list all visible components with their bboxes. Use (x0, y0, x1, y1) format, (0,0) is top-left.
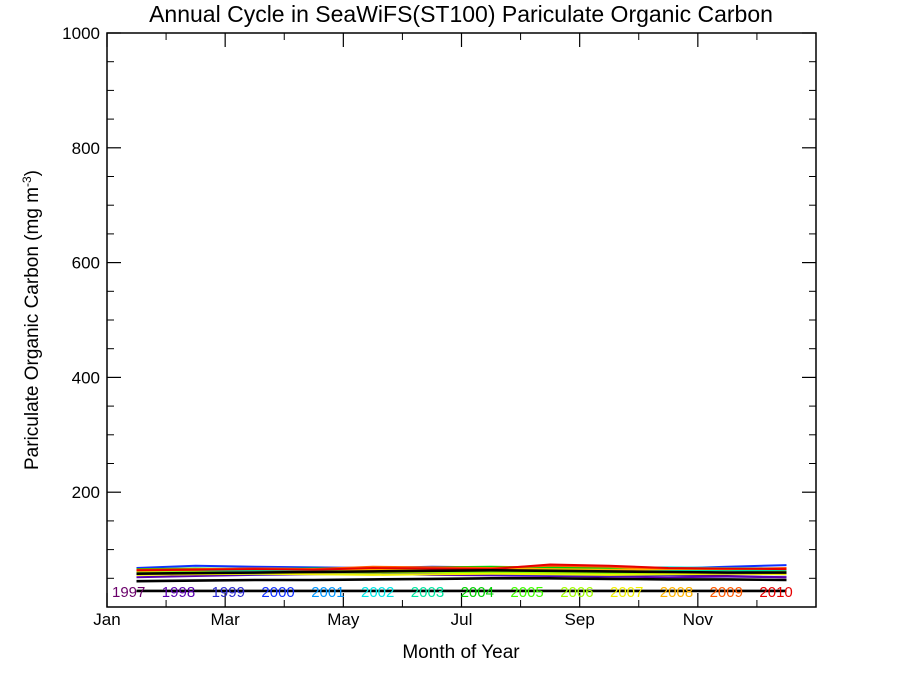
legend-label-2001: 2001 (311, 584, 344, 601)
y-axis-label-main: Pariculate Organic Carbon (mg m (22, 187, 43, 470)
legend-label-2005: 2005 (510, 584, 543, 601)
x-tick-label: May (327, 610, 360, 629)
x-axis-label: Month of Year (402, 642, 520, 663)
y-tick-label: 800 (72, 139, 100, 158)
reference-line (136, 569, 787, 575)
reference-line (136, 577, 787, 583)
x-tick-label: Jan (93, 610, 120, 629)
y-axis-label-sup: -3 (20, 176, 34, 187)
x-tick-label: Mar (211, 610, 241, 629)
y-tick-label: 400 (72, 368, 100, 387)
legend-label-1997: 1997 (112, 584, 145, 601)
legend-label-2004: 2004 (461, 584, 494, 601)
legend-label-2003: 2003 (411, 584, 444, 601)
x-tick-label: Jul (451, 610, 473, 629)
y-tick-label: 1000 (62, 24, 100, 43)
y-axis-label-close: ) (22, 170, 43, 176)
legend-label-1999: 1999 (212, 584, 245, 601)
series-line-2010 (136, 563, 787, 572)
x-axis: Jan Mar May Jul Sep Nov (93, 33, 758, 629)
legend-label-1998: 1998 (162, 584, 195, 601)
legend-label-2002: 2002 (361, 584, 394, 601)
x-tick-label: Sep (565, 610, 595, 629)
series-lines (136, 563, 787, 593)
legend: 1997 1998 1999 2000 2001 2002 2003 2004 2005 2006… (112, 584, 793, 601)
y-axis-label: Pariculate Organic Carbon (mg m-3) (20, 170, 43, 470)
legend-label-2008: 2008 (660, 584, 693, 601)
legend-label-2007: 2007 (610, 584, 643, 601)
chart-title: Annual Cycle in SeaWiFS(ST100) Pariculat… (149, 1, 773, 27)
y-axis: 200 400 600 800 1000 (62, 24, 816, 579)
y-tick-label: 200 (72, 483, 100, 502)
legend-label-2006: 2006 (560, 584, 593, 601)
plot-frame (106, 32, 817, 608)
legend-label-2010: 2010 (759, 584, 792, 601)
legend-label-2009: 2009 (710, 584, 743, 601)
y-tick-label: 600 (72, 254, 100, 273)
x-tick-label: Nov (683, 610, 714, 629)
legend-label-2000: 2000 (261, 584, 294, 601)
